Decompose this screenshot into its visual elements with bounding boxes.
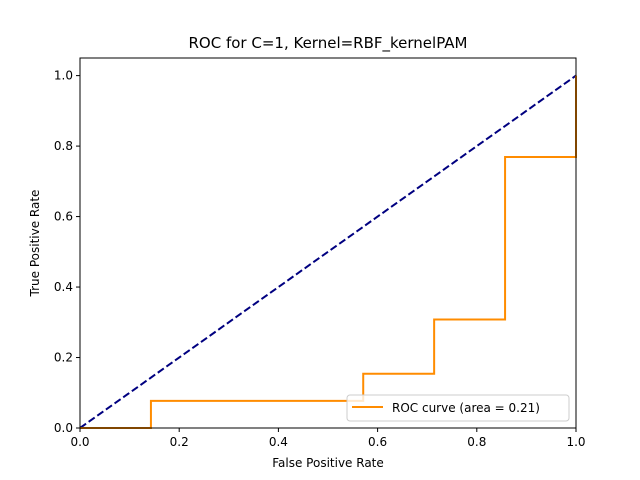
ticks-layer: 0.0 0.2 0.4 0.6 0.8 1.0 0.0 0.2 0.4 0.6 0.8 1.0 <box>54 69 586 449</box>
y-tick-label: 0.2 <box>54 351 73 365</box>
x-tick-label: 0.8 <box>467 435 486 449</box>
y-axis-label: True Positive Rate <box>28 190 42 298</box>
x-tick-label: 0.4 <box>269 435 288 449</box>
x-axis-label: False Positive Rate <box>272 456 384 470</box>
y-tick-label: 0.8 <box>54 139 73 153</box>
roc-curve-line <box>80 75 577 429</box>
plot-frame <box>79 57 577 429</box>
x-tick-label: 1.0 <box>566 435 585 449</box>
legend-label: ROC curve (area = 0.21) <box>392 401 540 415</box>
y-tick-label: 0.6 <box>54 210 73 224</box>
legend: ROC curve (area = 0.21) <box>346 394 570 422</box>
y-tick-label: 0.4 <box>54 280 73 294</box>
x-tick-label: 0.2 <box>170 435 189 449</box>
legend-box <box>346 394 570 422</box>
x-tick-label: 0.6 <box>368 435 387 449</box>
y-tick-label: 0.0 <box>54 421 73 435</box>
x-tick-label: 0.0 <box>70 435 89 449</box>
series-layer <box>79 74 577 429</box>
y-tick-label: 1.0 <box>54 69 73 83</box>
chart-title: ROC for C=1, Kernel=RBF_kernelPAM <box>189 34 468 53</box>
diagonal-reference-line <box>79 74 577 429</box>
